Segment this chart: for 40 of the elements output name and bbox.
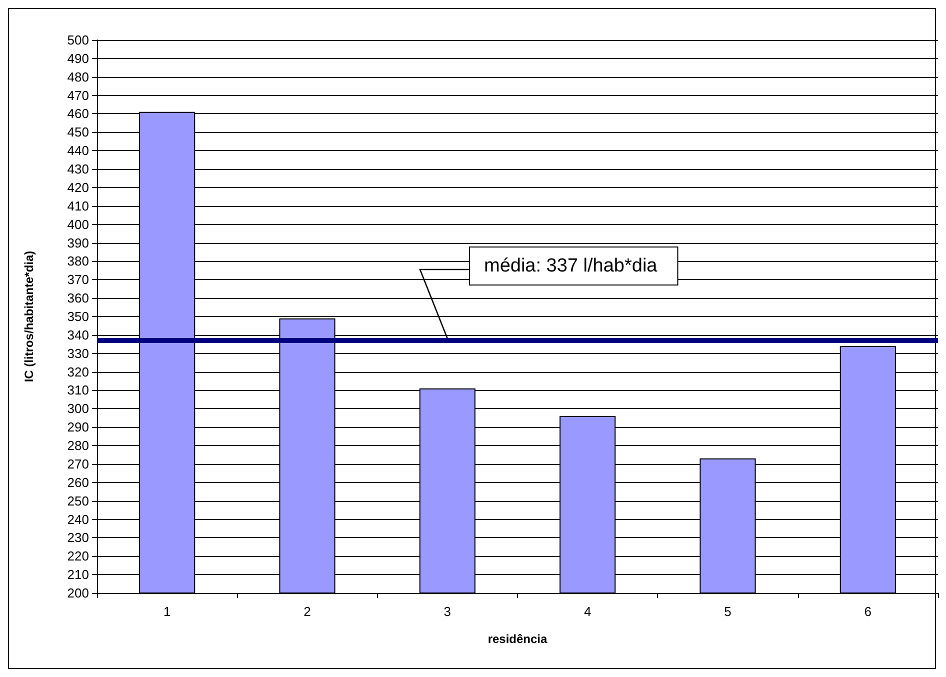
y-tick-label: 360: [67, 290, 89, 306]
y-tick-label: 390: [67, 235, 89, 250]
y-tick-label: 310: [67, 382, 89, 398]
x-tick-label: 6: [864, 604, 872, 619]
y-tick-label: 340: [67, 327, 89, 342]
y-tick-label: 420: [67, 180, 89, 195]
y-tick-label: 480: [67, 69, 89, 84]
y-tick-label: 270: [67, 456, 89, 472]
y-tick-label: 230: [67, 530, 89, 546]
y-tick-label: 460: [67, 106, 89, 122]
y-tick-label: 370: [67, 272, 89, 288]
y-tick-label: 320: [67, 364, 89, 380]
x-tick-label: 1: [163, 604, 171, 619]
x-axis-title: residência: [488, 632, 548, 646]
y-tick-label: 400: [67, 216, 89, 232]
x-tick-label: 5: [724, 604, 732, 619]
y-tick-label: 240: [67, 512, 89, 527]
y-tick-label: 440: [67, 143, 89, 158]
y-tick-label: 500: [67, 32, 89, 48]
y-tick-label: 380: [67, 254, 89, 269]
y-tick-label: 300: [67, 401, 89, 416]
y-tick-label: 200: [67, 586, 89, 600]
y-tick-label: 470: [67, 88, 89, 103]
y-tick-label: 330: [67, 346, 89, 361]
y-tick-label: 290: [67, 420, 89, 435]
x-tick-label: 3: [444, 604, 452, 619]
y-tick-label: 430: [67, 162, 89, 177]
ref-line-label: média: 337 l/hab*dia: [484, 255, 658, 276]
y-tick-label: 260: [67, 474, 89, 490]
y-tick-label: 350: [67, 309, 89, 324]
y-tick-label: 220: [67, 548, 89, 564]
y-tick-label: 490: [67, 50, 89, 66]
y-axis-title: IC (litros/habitante*dia): [22, 250, 36, 382]
y-tick-label: 450: [67, 124, 89, 140]
y-tick-label: 250: [67, 493, 89, 508]
y-tick-label: 410: [67, 198, 89, 214]
y-tick-label: 210: [67, 567, 89, 582]
x-tick-label: 4: [584, 604, 592, 619]
x-tick-label: 2: [304, 604, 311, 619]
y-tick-label: 280: [67, 438, 89, 454]
